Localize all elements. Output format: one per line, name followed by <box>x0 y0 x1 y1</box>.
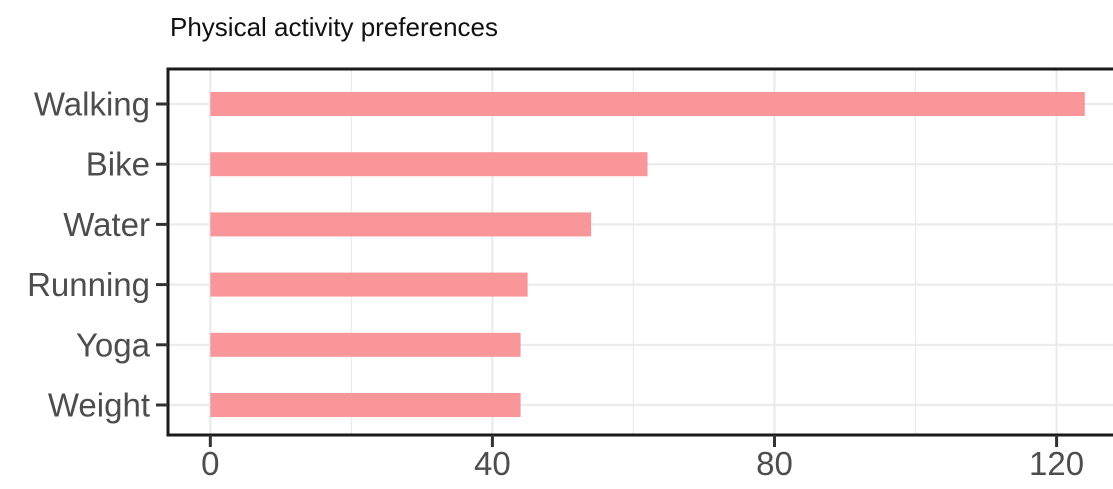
x-tick-label: 80 <box>756 445 793 482</box>
y-tick-label: Water <box>63 206 150 243</box>
bar-walking <box>210 92 1085 116</box>
bar-running <box>210 272 528 297</box>
y-tick-label: Yoga <box>76 326 151 363</box>
y-tick-label: Walking <box>34 86 150 123</box>
y-tick-label: Weight <box>48 387 150 424</box>
y-axis: Walking Bike Water Running Yoga Weight <box>27 86 168 424</box>
panel-border <box>166 67 1113 437</box>
bar-water <box>210 212 592 237</box>
bars <box>210 92 1085 417</box>
x-axis: 0 40 80 120 <box>201 435 1084 482</box>
bar-yoga <box>210 332 521 357</box>
x-tick-label: 40 <box>474 445 511 482</box>
bar-bike <box>210 152 648 177</box>
y-tick-label: Bike <box>86 146 150 183</box>
y-tick-label: Running <box>27 266 150 303</box>
chart-title: Physical activity preferences <box>170 12 499 42</box>
bar-weight <box>210 393 521 417</box>
x-tick-label: 0 <box>201 445 219 482</box>
x-tick-label: 120 <box>1029 445 1084 482</box>
grid-lines <box>168 69 1113 435</box>
